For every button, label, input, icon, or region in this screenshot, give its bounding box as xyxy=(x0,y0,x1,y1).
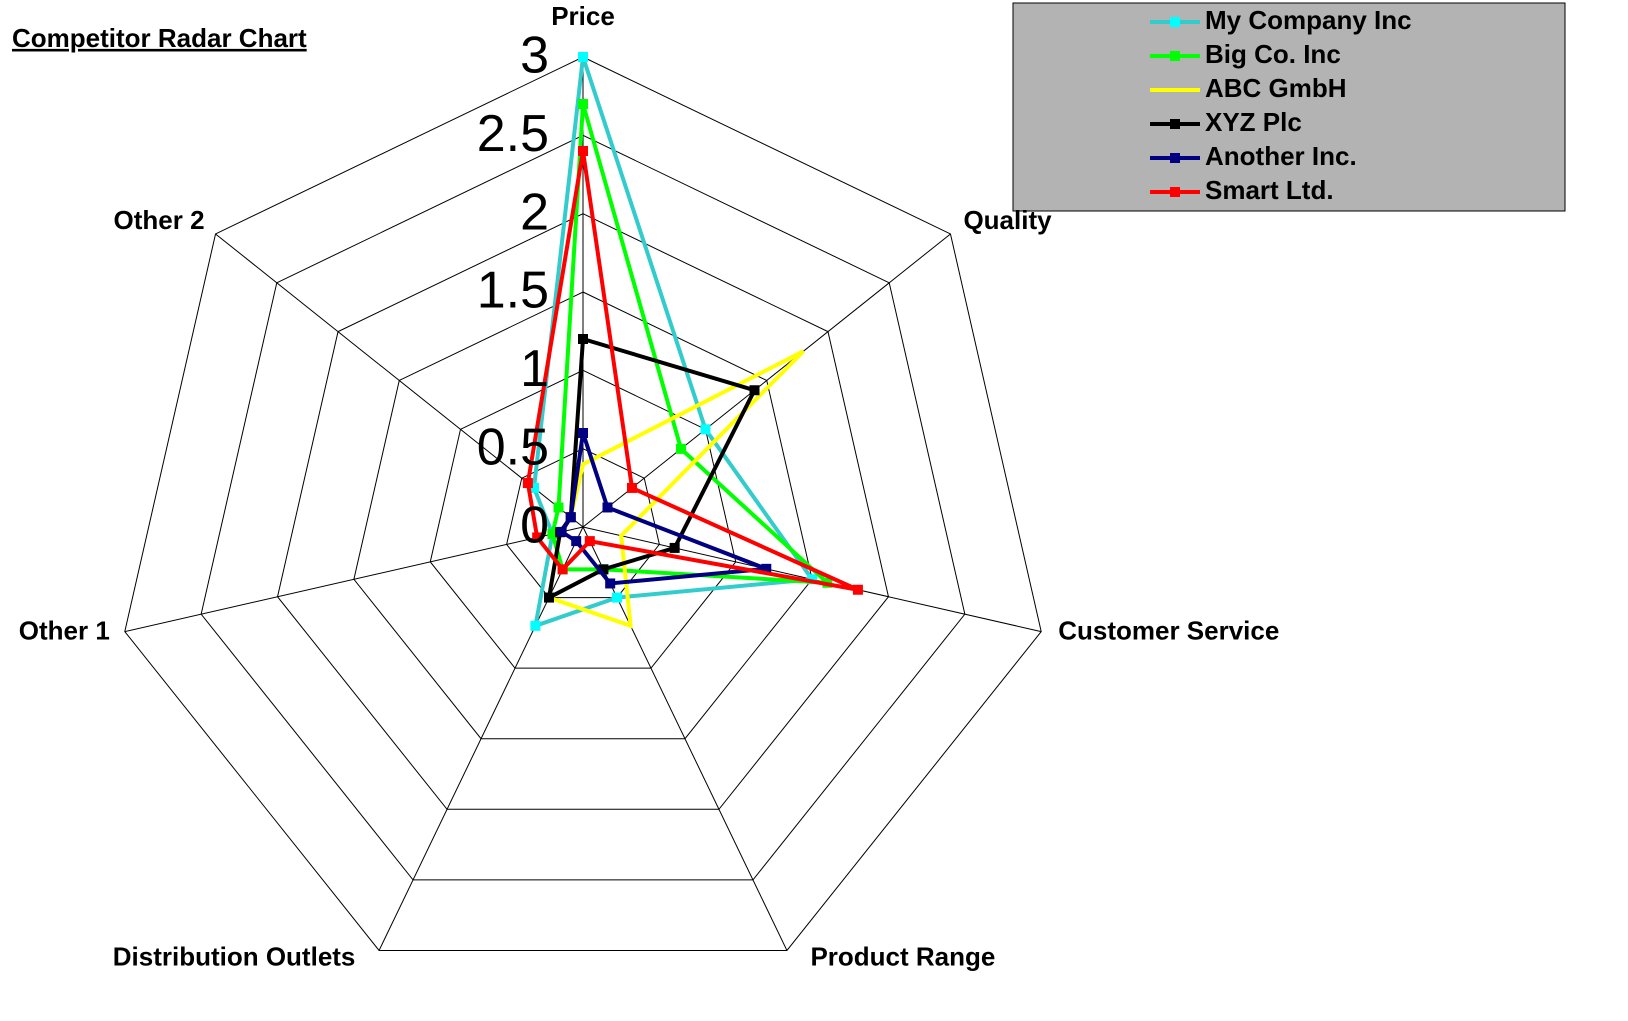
series-line xyxy=(525,150,859,592)
axis-label: Price xyxy=(551,1,615,31)
series-marker xyxy=(675,443,686,454)
axis-label: Distribution Outlets xyxy=(113,941,356,971)
legend-marker xyxy=(1170,51,1180,61)
legend-marker xyxy=(1170,153,1180,163)
legend-marker xyxy=(1170,17,1180,27)
grid-ring xyxy=(276,213,890,810)
series-marker xyxy=(761,563,772,574)
series-marker xyxy=(611,592,622,603)
series-marker xyxy=(530,620,541,631)
series-marker xyxy=(669,542,680,553)
y-tick-label: 2 xyxy=(520,183,549,241)
series-marker xyxy=(852,584,863,595)
series-marker xyxy=(578,99,588,109)
series-marker xyxy=(626,482,637,493)
chart-title: Competitor Radar Chart xyxy=(12,23,307,53)
legend-label: XYZ Plc xyxy=(1205,107,1302,137)
series-marker xyxy=(529,482,540,493)
axis-label: Other 1 xyxy=(19,615,110,645)
series-marker xyxy=(605,578,616,589)
grid-ring xyxy=(124,56,1042,951)
legend-label: ABC GmbH xyxy=(1205,73,1347,103)
series-marker xyxy=(553,502,564,513)
legend-box xyxy=(1012,2,1566,212)
legend-label: My Company Inc xyxy=(1205,5,1412,35)
legend-label: Another Inc. xyxy=(1205,141,1357,171)
series-marker xyxy=(578,52,588,62)
series-marker xyxy=(532,532,543,543)
spoke xyxy=(124,526,584,633)
series-marker xyxy=(602,502,613,513)
series-marker xyxy=(578,334,588,344)
grid-ring xyxy=(429,369,737,669)
series-marker xyxy=(571,536,582,547)
legend-label: Smart Ltd. xyxy=(1205,175,1334,205)
legend-label: Big Co. Inc xyxy=(1205,39,1341,69)
axis-label: Customer Service xyxy=(1058,615,1279,645)
axis-label: Other 2 xyxy=(114,205,205,235)
series-marker xyxy=(547,528,558,539)
series-marker xyxy=(578,428,588,438)
legend-marker xyxy=(1170,187,1180,197)
series-marker xyxy=(807,574,818,585)
y-tick-label: 0 xyxy=(520,497,549,555)
series-marker xyxy=(522,478,533,489)
series-marker xyxy=(578,146,588,156)
y-tick-label: 2.5 xyxy=(477,105,549,163)
y-tick-label: 3 xyxy=(520,27,549,85)
series-marker xyxy=(557,564,568,575)
series-marker xyxy=(584,536,595,547)
series-marker xyxy=(556,526,567,537)
series-marker xyxy=(598,564,609,575)
spoke xyxy=(215,233,584,528)
spoke xyxy=(582,233,951,528)
grid-ring xyxy=(200,134,966,881)
grid-ring xyxy=(506,448,660,599)
axis-label: Quality xyxy=(963,205,1052,235)
series-marker xyxy=(700,424,711,435)
y-tick-label: 1 xyxy=(520,340,549,398)
series-marker xyxy=(749,385,760,396)
y-tick-label: 0.5 xyxy=(477,418,549,476)
series-marker xyxy=(565,512,576,523)
grid-ring xyxy=(353,291,813,740)
legend-marker xyxy=(1170,119,1180,129)
y-tick-label: 1.5 xyxy=(477,262,549,320)
series-marker xyxy=(544,592,555,603)
axis-label: Product Range xyxy=(810,941,995,971)
